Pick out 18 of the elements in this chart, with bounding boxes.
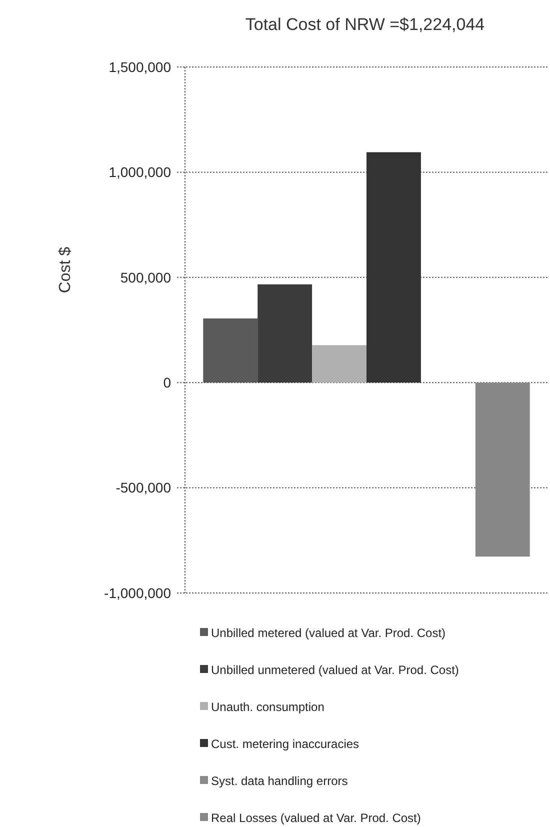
y-tick-label: 0: [163, 374, 172, 390]
y-tick-label: -1,000,000: [104, 584, 172, 601]
bar: [366, 152, 421, 383]
legend-label: Cust. metering inaccuracies: [211, 737, 360, 752]
chart-title: Total Cost of NRW =$1,224,044: [245, 15, 485, 34]
y-axis-title: Cost $: [57, 246, 74, 294]
legend-label: Real Losses (valued at Var. Prod. Cost): [211, 811, 421, 826]
bar: [312, 345, 366, 383]
y-tick-label: -500,000: [116, 480, 172, 496]
y-tick-label: 1,000,000: [108, 164, 172, 180]
bar: [258, 284, 312, 383]
bar: [475, 382, 530, 557]
legend-label: Unauth. consumption: [211, 700, 324, 714]
y-tick-label: 500,000: [120, 269, 172, 286]
legend-label: Unbilled metered (valued at Var. Prod. Cost): [211, 626, 446, 640]
legend-label: Syst. data handling errors: [211, 774, 348, 788]
legend-label: Unbilled unmetered (valued at Var. Prod. Cost): [211, 663, 459, 678]
y-tick-label: 1,500,000: [108, 58, 172, 75]
